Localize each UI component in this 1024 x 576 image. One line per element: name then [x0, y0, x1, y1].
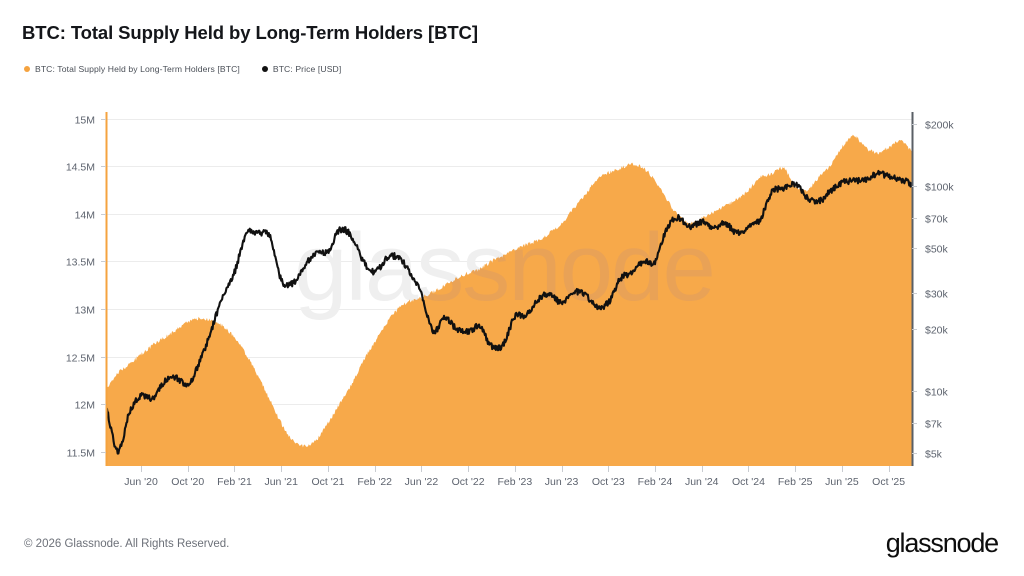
x-axis-tick-label: Feb '22: [357, 476, 392, 488]
x-axis-tick-label: Feb '25: [778, 476, 813, 488]
y-axis-right-tick-label: $20k: [925, 324, 949, 336]
dot-icon: [24, 66, 30, 72]
y-axis-right-labels: $200k $100k $70k $50k $30k $20k $10k $7k $5k: [925, 119, 954, 460]
x-axis-tick-label: Jun '22: [405, 476, 439, 488]
y-axis-left-tick-label: 11.5M: [67, 447, 95, 459]
x-axis-tick-label: Feb '21: [217, 476, 252, 488]
y-axis-left-tick-label: 12.5M: [66, 352, 95, 364]
y-axis-left-tick-label: 15M: [75, 114, 95, 126]
x-axis-tick-label: Jun '21: [264, 476, 298, 488]
y-axis-right-tick-label: $200k: [925, 119, 954, 131]
x-axis-labels: Jun '20 Oct '20 Feb '21 Jun '21 Oct '21 Feb '…: [124, 476, 905, 488]
axis-ticks: [101, 119, 917, 472]
price-line-series: [106, 169, 912, 455]
y-axis-left-tick-label: 13M: [75, 304, 95, 316]
x-axis-tick-label: Oct '24: [732, 476, 765, 488]
x-axis-tick-label: Oct '22: [452, 476, 485, 488]
y-axis-left-tick-label: 12M: [75, 399, 95, 411]
page-title: BTC: Total Supply Held by Long-Term Hold…: [22, 22, 478, 43]
x-axis-tick-label: Oct '23: [592, 476, 625, 488]
y-axis-left-labels: 15M 14.5M 14M 13.5M 13M 12.5M 12M 11.5M: [66, 114, 95, 459]
footer-copyright: © 2026 Glassnode. All Rights Reserved.: [24, 538, 230, 550]
x-axis-tick-label: Jun '25: [825, 476, 859, 488]
footer-logo: glassnode: [885, 528, 1000, 558]
x-axis-tick-label: Oct '25: [872, 476, 905, 488]
x-axis-tick-label: Feb '24: [638, 476, 673, 488]
x-axis-tick-label: Oct '20: [171, 476, 204, 488]
y-axis-left-tick-label: 13.5M: [66, 256, 95, 268]
y-axis-left-tick-label: 14M: [75, 209, 95, 221]
series-layer: glassnode: [106, 134, 912, 466]
y-axis-right-tick-label: $50k: [925, 243, 949, 255]
legend-item-label: BTC: Total Supply Held by Long-Term Hold…: [35, 64, 240, 74]
x-axis-tick-label: Jun '23: [545, 476, 579, 488]
legend-item-label: BTC: Price [USD]: [272, 64, 342, 74]
x-axis-tick-label: Oct '21: [311, 476, 344, 488]
y-axis-right-tick-label: $100k: [925, 181, 954, 193]
x-axis-tick-label: Jun '20: [124, 476, 158, 488]
legend-item-price[interactable]: BTC: Price [USD]: [261, 64, 342, 74]
y-axis-right-tick-label: $7k: [925, 418, 943, 430]
legend-item-supply[interactable]: BTC: Total Supply Held by Long-Term Hold…: [24, 64, 240, 74]
chart-legend: BTC: Total Supply Held by Long-Term Hold…: [24, 64, 341, 74]
axes-layer: [105, 112, 914, 466]
y-axis-right-tick-label: $30k: [925, 288, 949, 300]
dot-icon: [261, 66, 268, 72]
supply-area-series: [106, 134, 912, 466]
y-axis-left-tick-label: 14.5M: [66, 161, 95, 173]
y-axis-right-tick-label: $10k: [925, 386, 949, 398]
x-axis-tick-label: Feb '23: [497, 476, 532, 488]
x-axis-tick-label: Jun '24: [685, 476, 719, 488]
y-axis-right-tick-label: $5k: [925, 448, 943, 460]
y-axis-right-tick-label: $70k: [925, 213, 949, 225]
